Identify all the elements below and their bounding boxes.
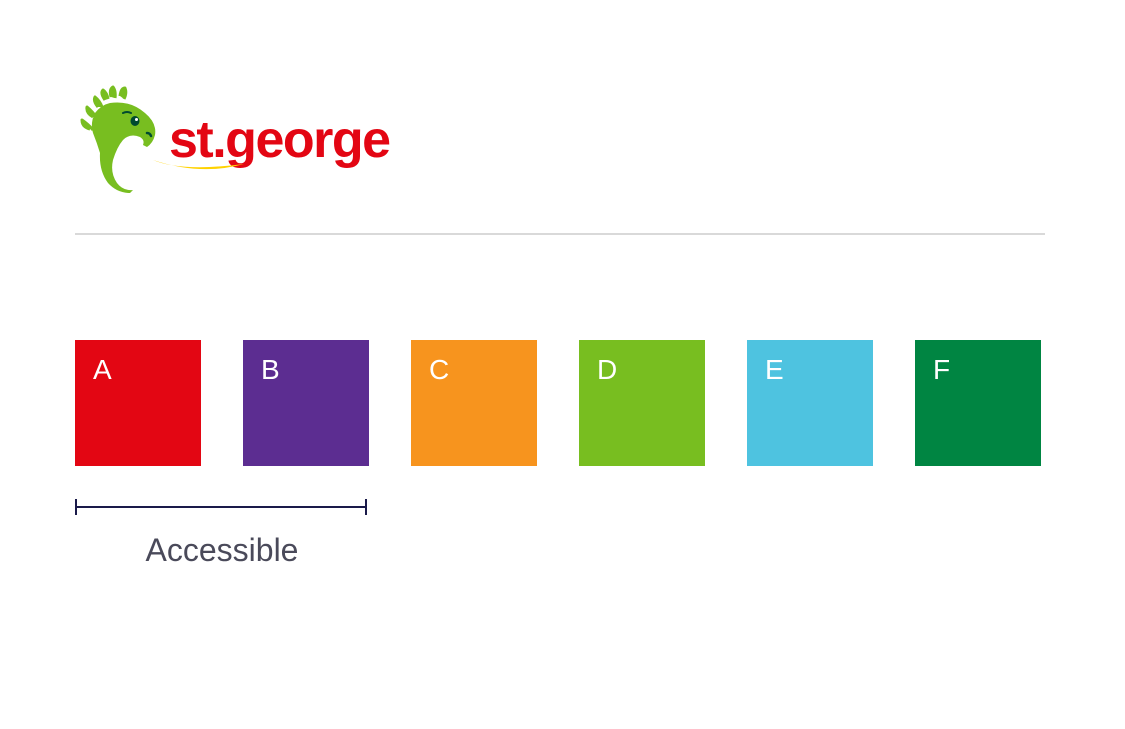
brand-wordmark: st.george	[169, 110, 390, 170]
bracket-label: Accessible	[75, 532, 369, 569]
swatch-a: A	[75, 340, 201, 466]
swatch-f: F	[915, 340, 1041, 466]
swatch-b: B	[243, 340, 369, 466]
swatch-c: C	[411, 340, 537, 466]
swoosh-icon	[151, 158, 246, 172]
dragon-icon	[75, 85, 165, 195]
divider	[75, 233, 1045, 235]
brand-logo: st.george	[75, 85, 1050, 195]
swatch-row: A B C D E F	[75, 340, 1050, 466]
swatch-d: D	[579, 340, 705, 466]
bracket-line	[75, 506, 367, 508]
accessible-bracket: Accessible	[75, 506, 369, 569]
swatch-e: E	[747, 340, 873, 466]
